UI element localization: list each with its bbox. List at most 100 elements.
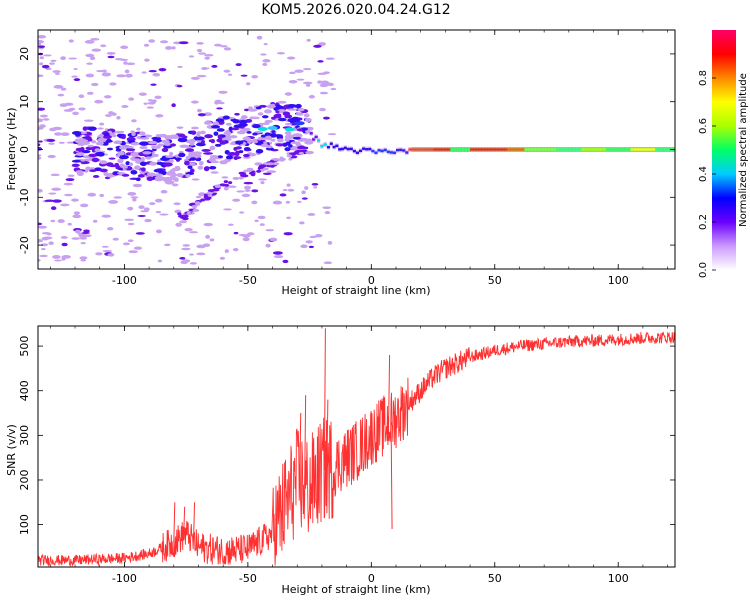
spectrogram-noise-blob bbox=[41, 64, 50, 69]
spectrogram-band-core bbox=[433, 148, 437, 151]
colorbar-tick-label: 0.6 bbox=[698, 118, 709, 134]
spectrogram-band-core bbox=[355, 151, 360, 155]
spectrogram-ridge-blob bbox=[211, 125, 221, 129]
spectrogram-noise-blob bbox=[327, 240, 333, 245]
spectrogram-ridge-blob bbox=[191, 130, 197, 135]
spectrogram-noise-blob bbox=[41, 247, 46, 251]
spectrogram-noise-blob bbox=[54, 259, 62, 262]
spectrogram-noise-blob bbox=[232, 248, 239, 252]
spectrogram-branch-blob bbox=[247, 168, 253, 172]
spectrogram-ridge-blob bbox=[81, 150, 91, 154]
spectrogram-noise-blob bbox=[191, 100, 199, 104]
spectrogram-ridge-blob bbox=[257, 112, 264, 116]
snr-spike bbox=[193, 502, 196, 542]
spectrogram-noise-blob bbox=[152, 72, 161, 77]
colorbar-tick-label: 0.4 bbox=[698, 166, 709, 182]
spectrogram-noise-blob bbox=[317, 60, 324, 63]
spectrogram-noise-blob bbox=[111, 112, 117, 116]
spectrogram-ridge-blob bbox=[273, 113, 282, 119]
spectrogram-noise-blob bbox=[158, 67, 167, 72]
spectrogram-branch-blob bbox=[238, 176, 244, 180]
spectrogram-noise-blob bbox=[325, 57, 335, 60]
spectrogram-ridge-blob bbox=[228, 126, 233, 132]
spectrogram-noise-blob bbox=[224, 249, 229, 253]
spectrogram-ridge-blob bbox=[178, 152, 186, 158]
spectrogram-ridge-blob bbox=[217, 155, 223, 158]
spectrogram-noise-blob bbox=[179, 220, 187, 224]
spectrogram-band-core bbox=[371, 149, 375, 153]
spectrogram-noise-blob bbox=[242, 237, 250, 242]
spectrogram-branch-blob bbox=[177, 214, 186, 218]
spectrogram-band-core bbox=[559, 148, 563, 151]
spectrogram-noise-blob bbox=[58, 141, 65, 144]
spectrogram-noise-blob bbox=[38, 238, 44, 243]
spectrogram-noise-blob bbox=[195, 195, 202, 199]
spectrogram-noise-blob bbox=[272, 251, 283, 255]
spectrogram-ridge-blob bbox=[117, 158, 124, 164]
spectrogram-ridge-blob bbox=[71, 131, 82, 135]
spectrogram-noise-blob bbox=[254, 219, 259, 223]
spectrogram-band-core bbox=[645, 148, 650, 151]
spectrogram-noise-blob bbox=[188, 55, 195, 58]
spectrogram-ridge-blob bbox=[119, 145, 128, 150]
spectrogram-ridge-blob bbox=[238, 150, 244, 154]
spectrogram-ridge-blob bbox=[118, 155, 129, 160]
spectrogram-band-core bbox=[518, 148, 522, 151]
spectrogram-branch-blob bbox=[271, 157, 279, 161]
spectrogram-noise-blob bbox=[135, 232, 145, 235]
spectrogram-ridge-blob bbox=[277, 138, 284, 143]
spectrogram-band-core bbox=[530, 148, 534, 151]
spectrogram-ridge-blob bbox=[204, 166, 210, 170]
spectrogram-band-core bbox=[544, 148, 549, 151]
spectrogram-ridge-blob bbox=[252, 140, 259, 144]
spectrogram-branch-blob bbox=[243, 169, 249, 173]
spectrogram-branch-blob bbox=[262, 167, 269, 171]
spectrogram-band-core bbox=[596, 148, 600, 151]
spectrogram-ridge-blob bbox=[114, 162, 120, 167]
spectrogram-noise-blob bbox=[284, 92, 293, 96]
spectrogram-band-core bbox=[396, 148, 400, 152]
spectrogram-branch-blob bbox=[200, 198, 205, 202]
spectrogram-noise-blob bbox=[197, 113, 206, 117]
spectrogram-ridge-blob bbox=[104, 132, 110, 137]
spectrogram-noise-blob bbox=[47, 156, 56, 159]
spectrogram-noise-blob bbox=[287, 188, 295, 192]
spectrogram-ridge-blob bbox=[244, 108, 250, 112]
spectrogram-band-core bbox=[444, 148, 448, 151]
spectrogram-noise-blob bbox=[211, 64, 218, 68]
spectrogram-ridge-blob bbox=[284, 134, 295, 140]
spectrogram-ridge-blob bbox=[211, 160, 219, 164]
spectrogram-noise-blob bbox=[92, 219, 98, 223]
spectrogram-noise-blob bbox=[125, 73, 133, 78]
spectrogram-noise-blob bbox=[127, 222, 135, 226]
snr-plot-area bbox=[38, 328, 675, 567]
spectrogram-ridge-blob bbox=[165, 155, 174, 158]
spectrogram-ridge-blob bbox=[142, 151, 152, 155]
spectrogram-noise-blob bbox=[80, 242, 86, 245]
spectrogram-band-core bbox=[533, 148, 537, 151]
spectrogram-noise-blob bbox=[143, 43, 150, 47]
spectrogram-band-core bbox=[501, 148, 505, 151]
spectrogram-noise-blob bbox=[41, 231, 51, 235]
spectrogram-ridge-blob bbox=[266, 104, 276, 109]
spectrogram-noise-blob bbox=[319, 107, 326, 112]
spectrogram-noise-blob bbox=[254, 162, 263, 166]
spectrogram-ridge-blob bbox=[236, 130, 246, 135]
spectrogram-xtick-label: 50 bbox=[488, 274, 502, 287]
spectrogram-noise-blob bbox=[299, 221, 305, 225]
spectrogram-ridge-blob bbox=[225, 155, 234, 160]
spectrogram-band-core bbox=[349, 147, 353, 151]
spectrogram-ylabel: Frequency (Hz) bbox=[5, 108, 18, 191]
spectrogram-ridge-blob bbox=[264, 132, 271, 137]
spectrogram-noise-blob bbox=[137, 214, 146, 217]
spectrogram-band-core bbox=[368, 147, 372, 151]
spectrogram-noise-blob bbox=[60, 56, 66, 61]
spectrogram-ridge-blob bbox=[238, 119, 248, 124]
spectrogram-noise-blob bbox=[64, 193, 73, 197]
spectrogram-band-core bbox=[405, 151, 409, 154]
spectrogram-band-core bbox=[652, 148, 656, 151]
spectrogram-noise-blob bbox=[182, 244, 191, 247]
spectrogram-noise-blob bbox=[209, 238, 215, 242]
spectrogram-noise-blob bbox=[38, 188, 43, 193]
spectrogram-noise-blob bbox=[272, 200, 283, 205]
